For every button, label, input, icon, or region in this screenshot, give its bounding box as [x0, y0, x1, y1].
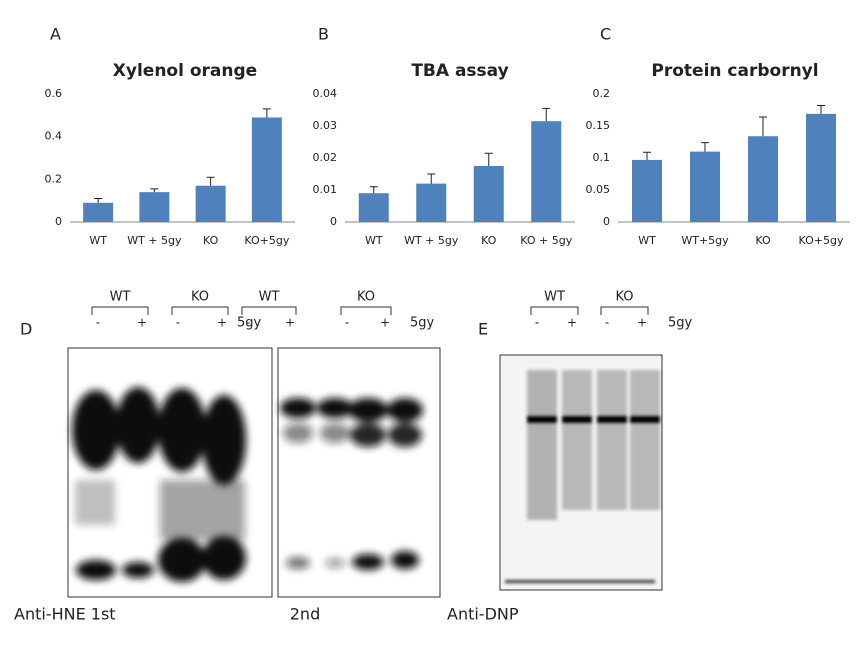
- group-label: WT: [259, 290, 280, 305]
- group-bracket: [340, 306, 392, 315]
- y-tick-label: 0.1: [593, 151, 611, 164]
- blot-caption: Anti-DNP: [447, 605, 519, 624]
- x-tick-label: KO + 5gy: [520, 234, 572, 247]
- y-tick-label: 0: [55, 215, 62, 228]
- error-bar: [817, 105, 825, 114]
- error-bar: [206, 176, 215, 186]
- y-tick-label: 0.02: [313, 151, 338, 164]
- bar: [358, 193, 389, 222]
- group-bracket: [600, 306, 649, 315]
- group-label: KO: [191, 290, 209, 305]
- blot-image-1: [67, 347, 273, 598]
- y-tick-label: 0.2: [593, 87, 611, 100]
- blot-image-2: [277, 347, 441, 598]
- chart-title: Xylenol orange: [113, 61, 257, 81]
- error-bar: [484, 152, 493, 166]
- bar: [531, 121, 562, 222]
- lane-label: -: [246, 316, 250, 330]
- error-bar: [701, 142, 709, 152]
- lane-label: -: [176, 316, 180, 330]
- group-label: KO: [357, 290, 375, 305]
- y-tick-label: 0: [330, 215, 337, 228]
- blot-caption: Anti-HNE 1st: [14, 605, 116, 624]
- y-tick-label: 0.15: [586, 119, 611, 132]
- bar: [83, 202, 114, 222]
- y-tick-label: 0.05: [586, 183, 611, 196]
- group-bracket: [530, 306, 579, 315]
- x-tick-label: WT + 5gy: [404, 234, 459, 247]
- x-tick-label: WT: [365, 234, 383, 247]
- x-tick-label: WT+5gy: [681, 234, 729, 247]
- bar: [690, 151, 720, 222]
- lane-label: -: [605, 316, 609, 330]
- lane-label: -: [96, 316, 100, 330]
- y-tick-label: 0.6: [45, 87, 63, 100]
- bar: [139, 192, 170, 222]
- error-bar: [542, 107, 551, 122]
- lane-label: +: [567, 316, 577, 330]
- y-tick-label: 0.04: [313, 87, 338, 100]
- treatment-label: 5gy: [410, 316, 435, 331]
- y-tick-label: 0.2: [45, 172, 63, 185]
- chart-title: Protein carbornyl: [651, 61, 818, 81]
- group-label: WT: [110, 290, 131, 305]
- y-tick-label: 0.01: [313, 183, 338, 196]
- lane-label: +: [285, 316, 295, 330]
- group-bracket: [171, 306, 229, 315]
- x-tick-label: WT + 5gy: [127, 234, 182, 247]
- lane-label: -: [535, 316, 539, 330]
- bar: [251, 117, 282, 222]
- bar: [195, 185, 226, 222]
- group-bracket: [241, 306, 297, 315]
- error-bar: [150, 188, 159, 193]
- bar: [473, 166, 504, 222]
- error-bar: [369, 186, 378, 194]
- error-bar: [643, 151, 651, 160]
- error-bar: [427, 173, 436, 184]
- y-tick-label: 0.03: [313, 119, 338, 132]
- bar: [748, 136, 778, 222]
- treatment-label: 5gy: [237, 316, 262, 331]
- error-bar: [262, 108, 271, 118]
- x-tick-label: WT: [638, 234, 656, 247]
- panel-label: B: [318, 25, 329, 44]
- y-tick-label: 0: [603, 215, 610, 228]
- lane-label: +: [137, 316, 147, 330]
- group-label: KO: [615, 290, 633, 305]
- x-tick-label: KO+5gy: [244, 234, 289, 247]
- blot-caption: 2nd: [290, 605, 320, 624]
- bar: [806, 113, 836, 222]
- error-bar: [94, 198, 103, 203]
- error-bar: [759, 116, 767, 137]
- lane-label: -: [345, 316, 349, 330]
- bar: [632, 159, 662, 222]
- x-tick-label: KO: [481, 234, 497, 247]
- y-tick-label: 0.4: [45, 130, 63, 143]
- x-tick-label: KO: [203, 234, 219, 247]
- chart-title: TBA assay: [411, 61, 508, 81]
- lane-label: +: [637, 316, 647, 330]
- blot-image-3: [499, 354, 663, 591]
- treatment-label: 5gy: [668, 316, 693, 331]
- x-tick-label: WT: [89, 234, 107, 247]
- lane-label: +: [217, 316, 227, 330]
- panel-label: E: [478, 320, 488, 339]
- panel-label: A: [50, 25, 61, 44]
- group-label: WT: [544, 290, 565, 305]
- x-tick-label: KO+5gy: [799, 234, 844, 247]
- panel-label: D: [20, 320, 32, 339]
- lane-label: +: [380, 316, 390, 330]
- bar: [416, 183, 447, 222]
- panel-label: C: [600, 25, 611, 44]
- x-tick-label: KO: [755, 234, 771, 247]
- group-bracket: [91, 306, 149, 315]
